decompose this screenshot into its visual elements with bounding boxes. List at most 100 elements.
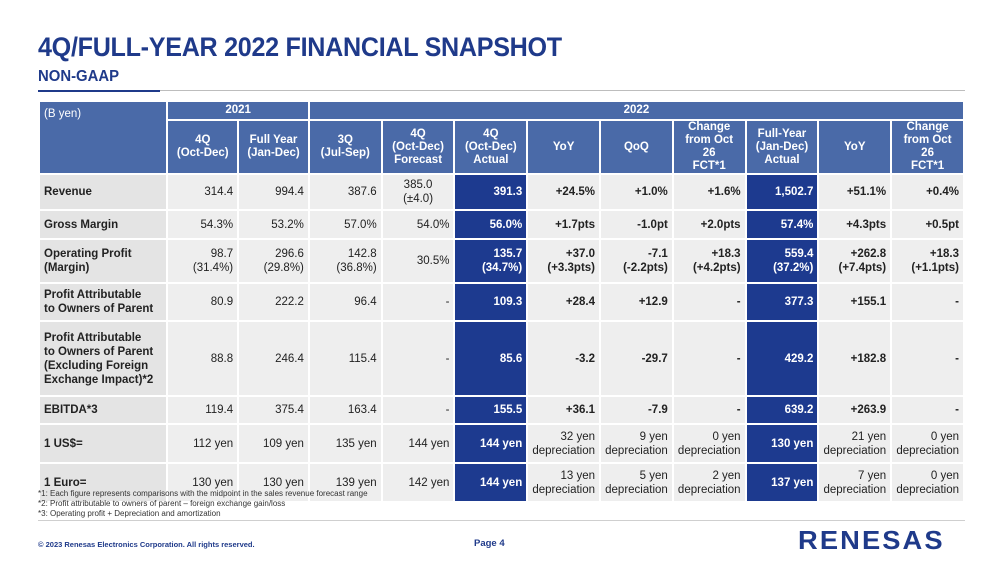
table-cell: 385.0 (±4.0): [382, 175, 454, 209]
table-cell: 112 yen: [168, 425, 238, 462]
table-cell: 135.7 (34.7%): [455, 240, 527, 282]
table-cell: 994.4: [239, 175, 308, 209]
page-number: Page 4: [474, 538, 505, 549]
table-row: Revenue 314.4 994.4 387.6 385.0 (±4.0) 391.3 +…: [40, 175, 963, 209]
row-label: Gross Margin: [40, 211, 167, 238]
table-cell: 130 yen: [746, 425, 818, 462]
table-cell: +0.4%: [892, 175, 963, 209]
table-cell: 135 yen: [309, 425, 381, 462]
table-cell: 13 yen depreciation: [528, 464, 600, 501]
table-cell: 314.4: [168, 175, 238, 209]
footnote-1: *1: Each figure represents comparisons w…: [38, 489, 368, 498]
table-cell: 57.0%: [309, 211, 381, 238]
table-cell: -: [382, 397, 454, 423]
table-cell: 163.4: [309, 397, 381, 423]
row-label: 1 US$=: [40, 425, 167, 462]
table-cell: +12.9: [601, 284, 672, 320]
renesas-logo: RENESAS: [798, 525, 945, 555]
table-cell: 144 yen: [455, 464, 527, 501]
table-cell: +24.5%: [528, 175, 600, 209]
table-cell: +263.9: [819, 397, 891, 423]
table-cell: +28.4: [528, 284, 600, 320]
row-label: Profit Attributable to Owners of Parent: [40, 284, 167, 320]
table-cell: 115.4: [309, 322, 381, 395]
table-cell: 56.0%: [455, 211, 527, 238]
table-cell: 387.6: [309, 175, 381, 209]
table-cell: -: [673, 397, 745, 423]
table-cell: +262.8 (+7.4pts): [819, 240, 891, 282]
column-header-7: Change from Oct 26 FCT*1: [673, 121, 745, 173]
table-cell: 80.9: [168, 284, 238, 320]
table-cell: 137 yen: [746, 464, 818, 501]
table-cell: 222.2: [239, 284, 308, 320]
table-cell: 559.4 (37.2%): [746, 240, 818, 282]
table-cell: 0 yen depreciation: [892, 464, 963, 501]
table-cell: 1,502.7: [746, 175, 818, 209]
column-header-9: YoY: [819, 121, 891, 173]
table-cell: 130 yen: [168, 464, 238, 501]
table-cell: 7 yen depreciation: [819, 464, 891, 501]
table-cell: 85.6: [455, 322, 527, 395]
table-cell: +36.1: [528, 397, 600, 423]
table-cell: 98.7 (31.4%): [168, 240, 238, 282]
table-cell: -29.7: [601, 322, 672, 395]
table-cell: -: [673, 322, 745, 395]
row-label: Operating Profit (Margin): [40, 240, 167, 282]
column-header-5: YoY: [528, 121, 600, 173]
column-header-2: 3Q (Jul-Sep): [309, 121, 381, 173]
table-cell: 246.4: [239, 322, 308, 395]
table-cell: 53.2%: [239, 211, 308, 238]
table-cell: -: [892, 397, 963, 423]
table-cell: +1.7pts: [528, 211, 600, 238]
table-cell: 2 yen depreciation: [673, 464, 745, 501]
table-cell: 377.3: [746, 284, 818, 320]
table-cell: -7.9: [601, 397, 672, 423]
footer-divider: [38, 520, 965, 521]
table-row: 1 US$= 112 yen 109 yen 135 yen 144 yen 144 ye…: [40, 425, 963, 462]
year-header-2022: 2022: [309, 102, 963, 119]
table-cell: 155.5: [455, 397, 527, 423]
table-cell: 30.5%: [382, 240, 454, 282]
table-cell: -1.0pt: [601, 211, 672, 238]
table-cell: 144 yen: [382, 425, 454, 462]
table-cell: 0 yen depreciation: [673, 425, 745, 462]
table-cell: 296.6 (29.8%): [239, 240, 308, 282]
table-cell: 5 yen depreciation: [601, 464, 672, 501]
unit-label: (B yen): [40, 102, 167, 173]
table-cell: 88.8: [168, 322, 238, 395]
table-cell: -: [382, 284, 454, 320]
table-cell: 21 yen depreciation: [819, 425, 891, 462]
table-cell: +18.3 (+1.1pts): [892, 240, 963, 282]
table-cell: 142.8 (36.8%): [309, 240, 381, 282]
footnote-3: *3: Operating profit + Depreciation and …: [38, 509, 221, 518]
table-cell: +4.3pts: [819, 211, 891, 238]
table-cell: 109.3: [455, 284, 527, 320]
table-cell: 32 yen depreciation: [528, 425, 600, 462]
title-underline: [38, 90, 160, 92]
row-label: 1 Euro=: [40, 464, 167, 501]
table-cell: 96.4: [309, 284, 381, 320]
table-cell: 142 yen: [382, 464, 454, 501]
table-cell: +18.3 (+4.2pts): [673, 240, 745, 282]
table-cell: 375.4: [239, 397, 308, 423]
table-row: Gross Margin 54.3% 53.2% 57.0% 54.0% 56.0% +1.…: [40, 211, 963, 238]
column-header-4: 4Q (Oct-Dec) Actual: [455, 121, 527, 173]
title-divider: [160, 90, 965, 91]
table-cell: 130 yen: [239, 464, 308, 501]
table-cell: +1.0%: [601, 175, 672, 209]
column-header-1: Full Year (Jan-Dec): [239, 121, 308, 173]
column-header-3: 4Q (Oct-Dec) Forecast: [382, 121, 454, 173]
table-cell: +1.6%: [673, 175, 745, 209]
table-cell: +37.0 (+3.3pts): [528, 240, 600, 282]
table-cell: 54.0%: [382, 211, 454, 238]
table-cell: -: [673, 284, 745, 320]
table-row: Profit Attributable to Owners of Parent 8…: [40, 284, 963, 320]
table-cell: +182.8: [819, 322, 891, 395]
table-cell: 0 yen depreciation: [892, 425, 963, 462]
table-cell: +51.1%: [819, 175, 891, 209]
column-header-8: Full-Year (Jan-Dec) Actual: [746, 121, 818, 173]
table-cell: 119.4: [168, 397, 238, 423]
page-title: 4Q/FULL-YEAR 2022 FINANCIAL SNAPSHOT: [38, 32, 562, 62]
table-cell: -7.1 (-2.2pts): [601, 240, 672, 282]
table-row: 1 Euro= 130 yen 130 yen 139 yen 142 yen 144 y…: [40, 464, 963, 501]
